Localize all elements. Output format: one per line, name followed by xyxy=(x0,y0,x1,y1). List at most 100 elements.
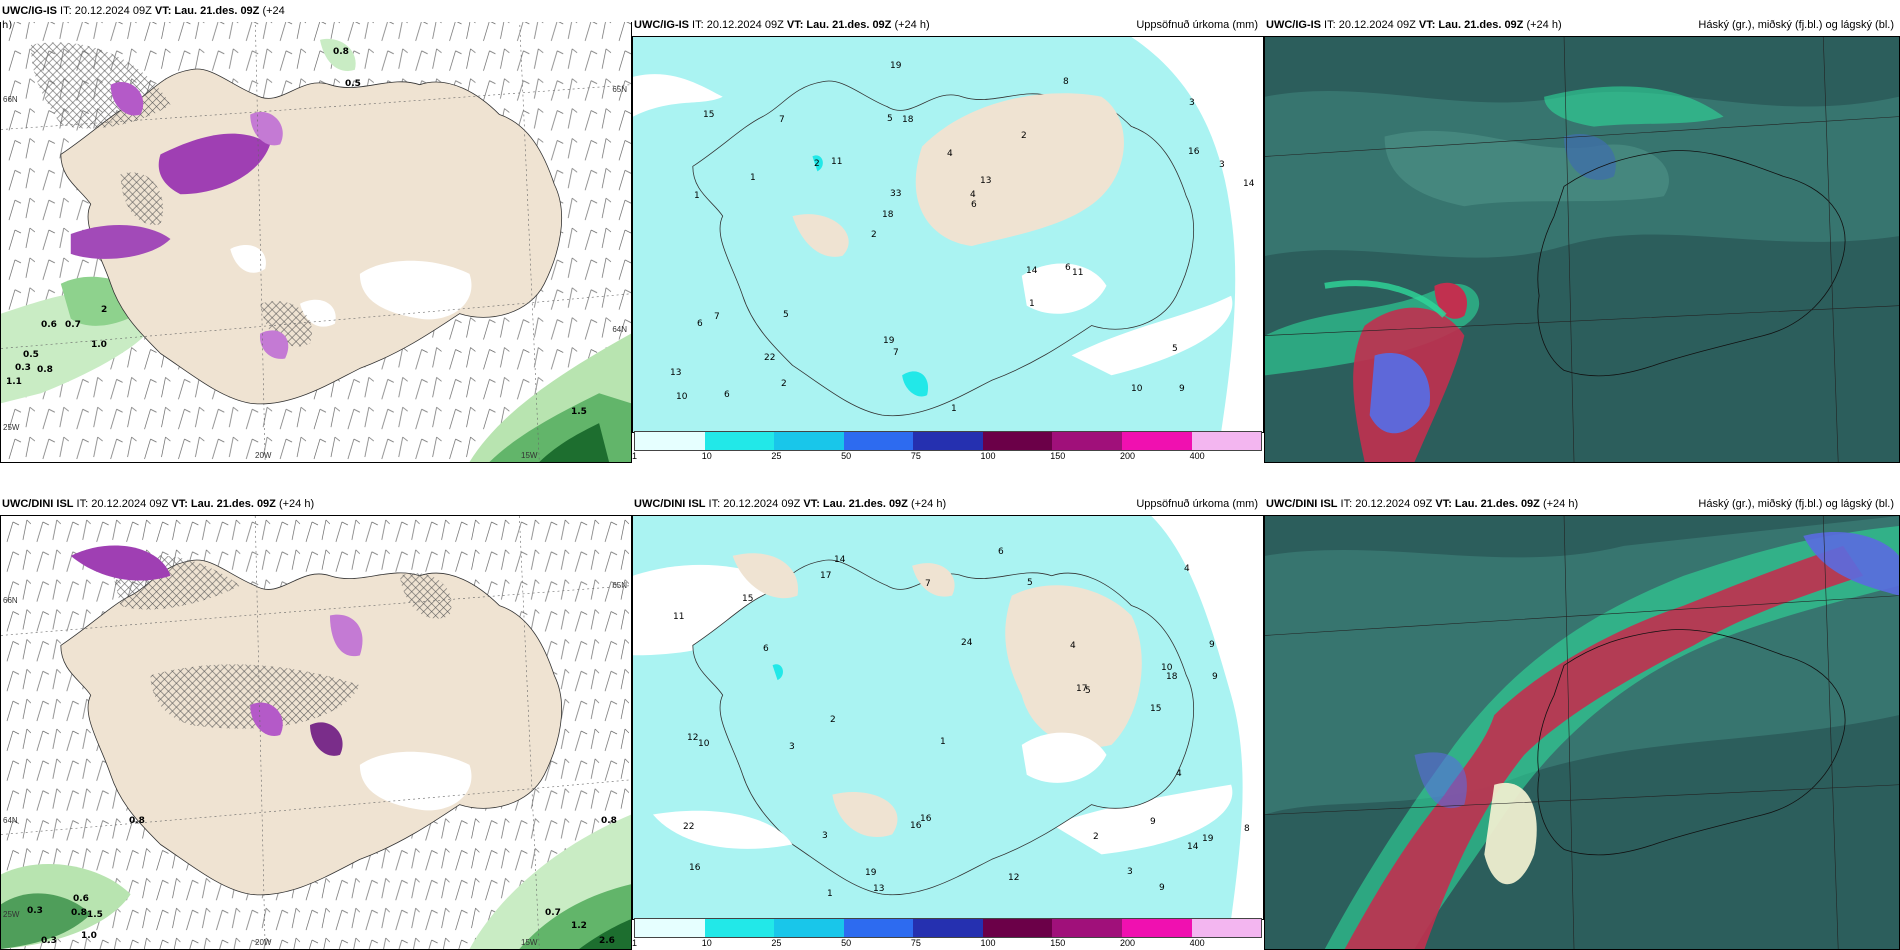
model-name: UWC/IG-IS xyxy=(1266,19,1321,31)
variable-title: Uppsöfnuð úrkoma (mm) xyxy=(1136,19,1258,31)
precip-value: 5 xyxy=(1085,686,1091,696)
lon-label: 15W xyxy=(521,451,538,460)
precip-value: 5 xyxy=(887,114,893,124)
precip-value: 1 xyxy=(940,737,946,747)
value-label: 0.3 xyxy=(27,906,43,916)
value-label: 1.0 xyxy=(91,340,107,350)
precip-value: 6 xyxy=(724,390,730,400)
precip-value: 16 xyxy=(920,814,932,824)
colorbar-bin xyxy=(1191,919,1262,937)
value-label: 0.8 xyxy=(129,816,145,826)
colorbar-bin xyxy=(704,432,775,450)
valid-time: VT: Lau. 21.des. 09Z xyxy=(154,5,260,17)
valid-time: VT: Lau. 21.des. 09Z xyxy=(803,498,908,510)
colorbar-bin xyxy=(635,919,705,937)
precip-value: 12 xyxy=(687,733,699,743)
lat-label: 64N xyxy=(3,816,18,825)
lon-label: 25W xyxy=(3,910,20,919)
precip-value: 5 xyxy=(1027,578,1033,588)
colorbar-bin xyxy=(774,432,844,450)
precip-value: 11 xyxy=(1072,268,1084,278)
panel-header: UWC/IG-IS IT: 20.12.2024 09Z VT: Lau. 21… xyxy=(1264,14,1900,36)
precip-value: 2 xyxy=(1021,131,1027,141)
precip-value: 3 xyxy=(822,831,828,841)
precip-value: 19 xyxy=(890,61,902,71)
panel-header: UWC/DINI ISL IT: 20.12.2024 09Z VT: Lau.… xyxy=(0,493,632,515)
value-label: 0.5 xyxy=(23,350,39,360)
colorbar-label: 400 xyxy=(1189,451,1205,461)
precip-value: 10 xyxy=(1131,384,1143,394)
model-name: UWC/DINI ISL xyxy=(1266,498,1338,510)
precip-value: 18 xyxy=(882,210,894,220)
lon-label: 20W xyxy=(255,451,272,460)
colorbar-label: 200 xyxy=(1119,451,1135,461)
lat-label: 64N xyxy=(612,325,627,334)
panel-top-right-cloud-map: UWC/IG-IS IT: 20.12.2024 09Z VT: Lau. 21… xyxy=(1264,14,1900,463)
precip-value: 1 xyxy=(951,404,957,414)
precip-value: 16 xyxy=(689,863,701,873)
precip-value: 14 xyxy=(1026,266,1038,276)
lon-label: 15W xyxy=(521,938,538,947)
precip-value: 1 xyxy=(694,191,700,201)
colorbar-bin xyxy=(913,919,983,937)
value-label: 0.8 xyxy=(71,908,87,918)
colorbar-label: 1 xyxy=(632,938,638,948)
precip-value: 9 xyxy=(1150,817,1156,827)
precip-value: 22 xyxy=(764,353,776,363)
colorbar-bin xyxy=(913,432,983,450)
precip-value: 13 xyxy=(670,368,682,378)
precip-value: 11 xyxy=(673,612,685,622)
value-label: 1.1 xyxy=(6,377,22,387)
precip-value: 4 xyxy=(1070,641,1076,651)
precip-value: 2 xyxy=(814,159,820,169)
model-name: UWC/DINI ISL xyxy=(2,498,74,510)
colorbar-label: 50 xyxy=(841,451,852,461)
precip-value: 14 xyxy=(1243,179,1255,189)
precip-value: 9 xyxy=(1159,883,1165,893)
precip-value: 6 xyxy=(697,319,703,329)
lon-label: 20W xyxy=(255,938,272,947)
precip-value: 15 xyxy=(742,594,754,604)
cloud-map-svg xyxy=(1265,516,1899,949)
lead-time: (+24 h) xyxy=(907,498,947,510)
colorbar-label: 100 xyxy=(980,938,996,948)
panel-top-left-wind-map: UWC/IG-IS IT: 20.12.2024 09Z VT: Lau. 21… xyxy=(0,0,632,463)
precip-value: 4 xyxy=(947,149,953,159)
precip-value: 6 xyxy=(971,200,977,210)
precip-value: 9 xyxy=(1212,672,1218,682)
precip-value: 18 xyxy=(1166,672,1178,682)
value-label: 2.6 xyxy=(599,936,615,946)
valid-time: VT: Lau. 21.des. 09Z xyxy=(1418,19,1524,31)
cloud-map-svg xyxy=(1265,37,1899,462)
precip-value: 4 xyxy=(1184,564,1190,574)
colorbar-label: 75 xyxy=(910,451,921,461)
wind-map-svg xyxy=(1,516,631,949)
precip-value: 6 xyxy=(1065,263,1071,273)
precip-value: 4 xyxy=(1176,769,1182,779)
model-name: UWC/IG-IS xyxy=(2,5,57,17)
init-time: IT: 20.12.2024 09Z xyxy=(73,498,172,510)
panel-header: UWC/DINI ISL IT: 20.12.2024 09Z VT: Lau.… xyxy=(1264,493,1900,515)
colorbar-label: 200 xyxy=(1119,938,1135,948)
value-label: 0.3 xyxy=(41,936,57,946)
precip-value: 8 xyxy=(1063,77,1069,87)
init-time: IT: 20.12.2024 09Z xyxy=(1321,19,1419,31)
colorbar-label: 75 xyxy=(910,938,921,948)
precip-value: 7 xyxy=(893,348,899,358)
colorbar-label: 100 xyxy=(980,451,996,461)
precip-value: 19 xyxy=(865,868,877,878)
model-name: UWC/IG-IS xyxy=(634,19,689,31)
value-label: 1.5 xyxy=(571,407,587,417)
value-label: 0.6 xyxy=(73,894,89,904)
map-frame: 0.8 0.5 0.5 0.8 0.3 1.1 0.6 0.7 2 1.5 1.… xyxy=(0,14,632,463)
colorbar-bin xyxy=(982,919,1053,937)
precip-value: 19 xyxy=(883,336,895,346)
colorbar-label: 10 xyxy=(701,938,712,948)
lead-time: (+24 xyxy=(259,5,285,17)
colorbar-bin xyxy=(843,432,914,450)
precip-value: 1 xyxy=(1029,299,1035,309)
panel-bottom-left-wind-map: UWC/DINI ISL IT: 20.12.2024 09Z VT: Lau.… xyxy=(0,493,632,950)
wind-map-svg xyxy=(1,15,631,462)
precip-value: 6 xyxy=(763,644,769,654)
precip-value: 3 xyxy=(789,742,795,752)
